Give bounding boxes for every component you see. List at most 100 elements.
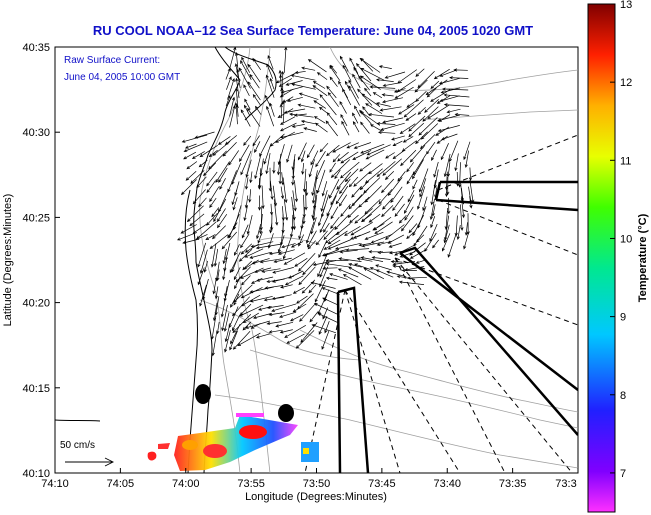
current-vector <box>460 204 464 231</box>
current-vector <box>279 311 297 318</box>
current-vector <box>208 149 218 158</box>
current-vector <box>222 267 226 281</box>
current-vector <box>350 221 373 236</box>
current-vector <box>223 259 228 272</box>
current-vector <box>257 195 262 211</box>
current-vector <box>315 151 326 168</box>
current-vector <box>353 171 371 187</box>
current-vector <box>265 74 275 98</box>
current-vector <box>429 198 435 221</box>
current-vector <box>230 323 241 345</box>
current-vector <box>252 94 261 106</box>
current-vector <box>344 80 351 91</box>
current-vector <box>232 197 238 211</box>
current-vector <box>376 240 393 246</box>
current-vector <box>443 153 451 178</box>
current-vector <box>184 143 197 149</box>
current-vector <box>359 58 381 73</box>
land-mask-blob <box>195 384 211 404</box>
current-vector <box>241 275 251 286</box>
current-vector <box>283 252 306 265</box>
current-vector <box>224 135 238 146</box>
current-vector <box>275 131 296 143</box>
current-vector <box>339 161 360 179</box>
current-vector <box>228 150 239 166</box>
current-vector <box>370 233 393 244</box>
current-vector <box>460 196 466 219</box>
current-vector <box>433 161 439 178</box>
current-vector <box>382 158 402 176</box>
current-vector <box>311 170 318 196</box>
current-vector <box>279 122 297 132</box>
current-vector <box>319 142 329 153</box>
colorbar-label: Temperature (°C) <box>637 213 649 302</box>
current-vector <box>209 234 229 249</box>
current-vector <box>301 66 316 71</box>
current-vector <box>247 63 261 83</box>
current-vector <box>240 243 253 255</box>
current-vector <box>318 316 328 335</box>
current-vector <box>317 205 326 227</box>
current-vector <box>369 85 396 89</box>
current-vector <box>407 276 427 280</box>
current-vector <box>376 161 396 178</box>
current-vector <box>243 259 259 270</box>
current-vector <box>281 243 296 249</box>
current-vector <box>324 320 330 334</box>
current-vector <box>215 161 230 183</box>
current-vector <box>258 213 263 235</box>
current-vector <box>348 176 359 188</box>
current-vector <box>217 214 228 229</box>
current-vector <box>306 144 315 159</box>
current-vector <box>448 140 459 163</box>
current-vector <box>273 199 279 226</box>
current-vector <box>290 241 304 248</box>
current-vector <box>353 66 363 83</box>
y-axis-label: Latitude (Degrees:Minutes) <box>2 194 14 327</box>
current-vector <box>292 286 305 294</box>
current-vector <box>214 286 219 300</box>
current-vector <box>334 214 349 230</box>
current-vector <box>301 162 305 175</box>
current-vector <box>418 117 438 136</box>
current-vector <box>329 65 341 81</box>
current-vector <box>212 225 226 240</box>
current-vector <box>389 250 402 255</box>
current-vector <box>272 161 276 174</box>
current-vector <box>212 141 231 156</box>
current-vector <box>234 102 238 125</box>
current-vector <box>191 151 205 160</box>
current-vector <box>229 96 236 117</box>
current-vector <box>266 63 274 79</box>
current-vector <box>329 76 338 87</box>
x-tick-label: 73:35 <box>499 478 527 490</box>
current-vector <box>419 178 427 198</box>
current-vector <box>237 332 261 346</box>
current-vector <box>359 162 372 172</box>
current-vector <box>218 167 228 183</box>
current-vector <box>197 267 205 286</box>
current-vector <box>354 263 371 270</box>
current-vector <box>424 99 439 113</box>
current-vector <box>211 207 220 218</box>
current-vector <box>227 170 237 193</box>
current-vector <box>364 231 384 240</box>
current-vector <box>257 231 263 244</box>
current-vector <box>384 170 395 180</box>
current-vector <box>323 226 337 240</box>
colorbar-tick-label: 8 <box>620 390 626 402</box>
current-vector <box>328 179 340 199</box>
current-vector <box>270 180 274 200</box>
current-vector <box>252 57 261 70</box>
current-vector <box>344 168 359 183</box>
current-vector <box>353 142 372 149</box>
current-vector <box>308 159 315 178</box>
chart-title: RU COOL NOAA–12 Sea Surface Temperature:… <box>93 23 533 38</box>
current-vector <box>255 243 282 250</box>
current-vector <box>309 311 319 323</box>
current-vector <box>394 244 416 256</box>
current-vector <box>226 76 232 90</box>
current-vector <box>386 270 407 278</box>
current-vector <box>294 258 308 267</box>
current-vector <box>303 127 317 132</box>
